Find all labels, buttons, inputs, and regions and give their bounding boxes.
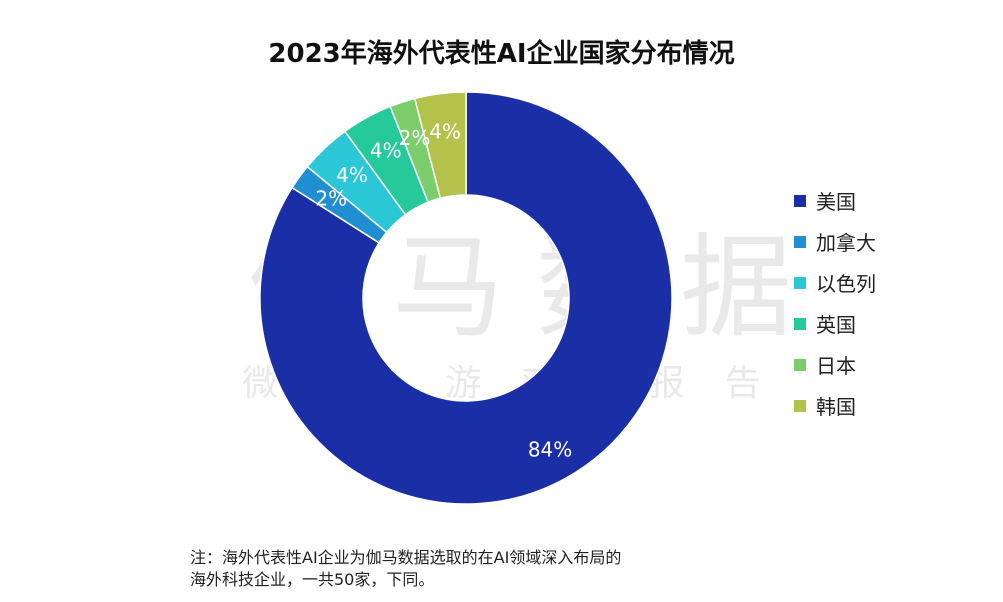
legend-swatch-5 [794,399,806,412]
slice-value-label-1: 2% [315,187,347,211]
slice-value-label-3: 4% [370,139,402,163]
legend-swatch-4 [794,358,806,371]
legend-swatch-1 [794,235,806,248]
donut-slice-5 [413,91,467,200]
chart-title: 2023年海外代表性AI企业国家分布情况 [268,39,735,69]
legend-item-4: 日本 [794,344,876,385]
footnote-line-2: 海外科技企业，一共50家，下同。 [190,570,435,589]
legend-item-3: 英国 [794,303,876,344]
legend-label-1: 加拿大 [816,231,876,255]
legend-swatch-2 [794,276,806,289]
footnote: 注：海外代表性AI企业为伽马数据选取的在AI领域深入布局的 海外科技企业，一共5… [190,547,750,591]
legend-label-4: 日本 [816,354,856,378]
legend-item-0: 美国 [794,180,876,221]
legend-label-0: 美国 [816,190,856,214]
legend-label-2: 以色列 [816,272,876,296]
legend-label-3: 英国 [816,313,856,337]
donut-slice-0 [259,91,673,505]
legend-label-5: 韩国 [816,395,856,419]
footnote-line-1: 注：海外代表性AI企业为伽马数据选取的在AI领域深入布局的 [190,548,622,567]
slice-value-label-0: 84% [528,437,572,461]
legend-item-5: 韩国 [794,385,876,426]
slice-value-label-4: 2% [399,126,431,150]
legend-item-2: 以色列 [794,262,876,303]
slice-value-label-2: 4% [336,163,368,187]
legend-swatch-0 [794,194,806,207]
legend-swatch-3 [794,317,806,330]
legend: 美国加拿大以色列英国日本韩国 [794,180,876,426]
slice-value-label-5: 4% [429,119,461,143]
legend-item-1: 加拿大 [794,221,876,262]
